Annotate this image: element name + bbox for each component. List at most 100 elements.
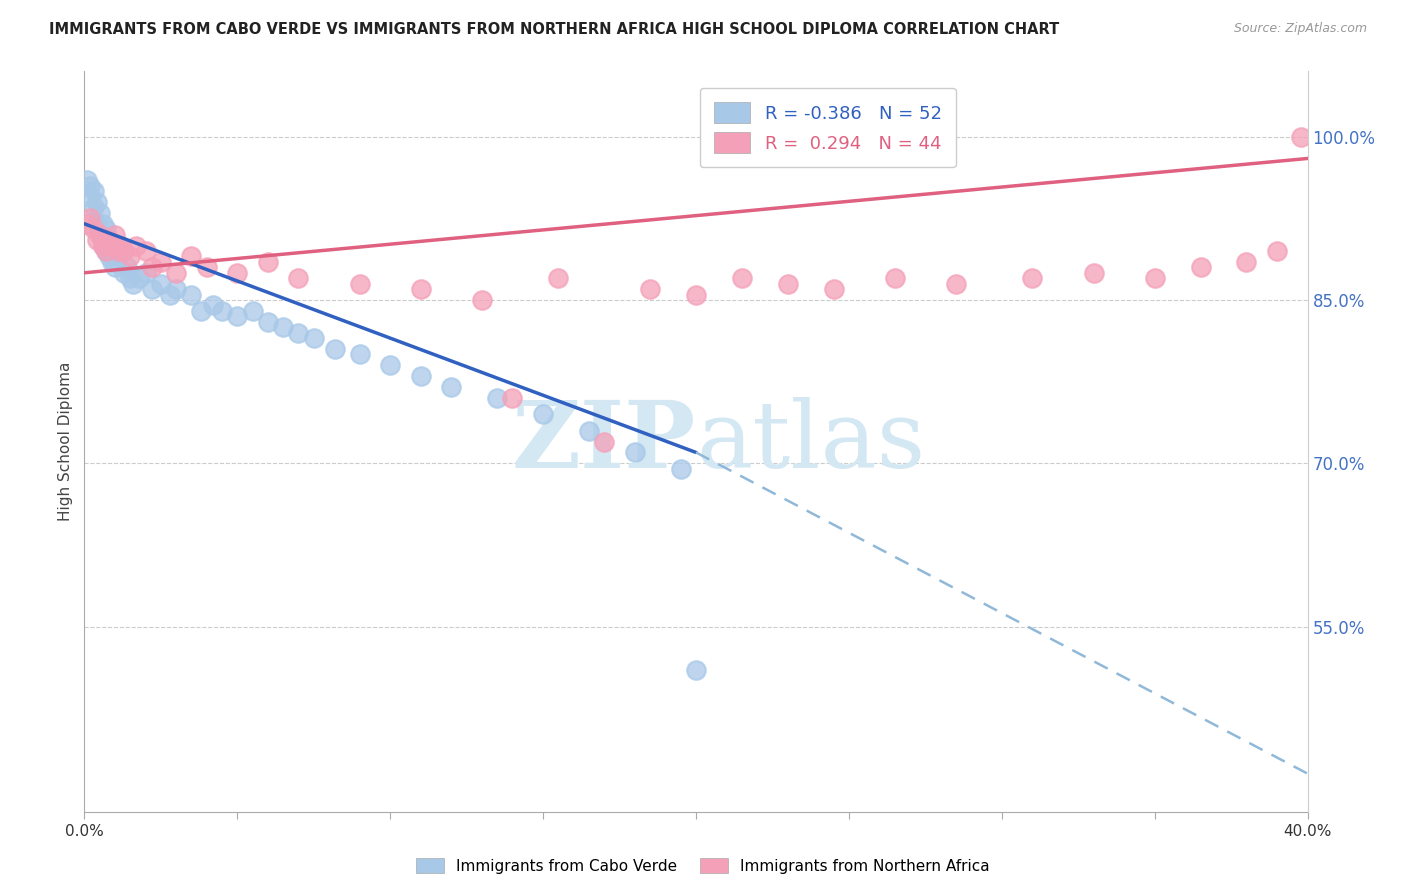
Text: atlas: atlas bbox=[696, 397, 925, 486]
Point bbox=[141, 260, 163, 275]
Point bbox=[1236, 255, 1258, 269]
Point bbox=[104, 244, 127, 258]
Text: ZIP: ZIP bbox=[512, 397, 696, 486]
Point bbox=[107, 244, 129, 258]
Point bbox=[1083, 266, 1105, 280]
Point bbox=[149, 277, 172, 291]
Point bbox=[547, 271, 569, 285]
Y-axis label: High School Diploma: High School Diploma bbox=[58, 362, 73, 521]
Point bbox=[1143, 271, 1166, 285]
Point bbox=[593, 434, 616, 449]
Point bbox=[79, 189, 101, 203]
Point bbox=[440, 380, 463, 394]
Point bbox=[883, 271, 905, 285]
Point bbox=[302, 331, 325, 345]
Point bbox=[135, 244, 157, 258]
Point bbox=[94, 222, 117, 236]
Point bbox=[101, 238, 124, 252]
Point bbox=[323, 342, 346, 356]
Point bbox=[141, 282, 163, 296]
Point bbox=[135, 266, 157, 280]
Point bbox=[104, 227, 127, 242]
Point bbox=[190, 304, 212, 318]
Point bbox=[83, 184, 105, 198]
Point bbox=[1265, 244, 1288, 258]
Point bbox=[349, 347, 371, 361]
Point bbox=[83, 201, 105, 215]
Legend: R = -0.386   N = 52, R =  0.294   N = 44: R = -0.386 N = 52, R = 0.294 N = 44 bbox=[700, 87, 956, 168]
Point bbox=[195, 260, 218, 275]
Point bbox=[94, 244, 117, 258]
Point bbox=[531, 407, 554, 421]
Point bbox=[257, 315, 280, 329]
Point bbox=[97, 250, 120, 264]
Point bbox=[669, 462, 692, 476]
Point bbox=[112, 244, 135, 258]
Point bbox=[112, 266, 135, 280]
Point bbox=[502, 391, 524, 405]
Point bbox=[409, 369, 432, 384]
Point bbox=[149, 255, 172, 269]
Point bbox=[89, 227, 111, 242]
Point bbox=[226, 310, 249, 324]
Point bbox=[638, 282, 661, 296]
Point bbox=[91, 217, 114, 231]
Point bbox=[115, 260, 138, 275]
Point bbox=[486, 391, 509, 405]
Point bbox=[257, 255, 280, 269]
Point bbox=[180, 250, 202, 264]
Point bbox=[104, 260, 127, 275]
Point bbox=[165, 282, 187, 296]
Point bbox=[83, 222, 105, 236]
Point bbox=[349, 277, 371, 291]
Point bbox=[1021, 271, 1043, 285]
Text: IMMIGRANTS FROM CABO VERDE VS IMMIGRANTS FROM NORTHERN AFRICA HIGH SCHOOL DIPLOM: IMMIGRANTS FROM CABO VERDE VS IMMIGRANTS… bbox=[49, 22, 1060, 37]
Point bbox=[1291, 129, 1313, 144]
Point bbox=[86, 233, 108, 247]
Point bbox=[101, 238, 124, 252]
Point bbox=[685, 663, 707, 677]
Point bbox=[110, 238, 132, 252]
Point bbox=[409, 282, 432, 296]
Point bbox=[86, 217, 108, 231]
Point bbox=[242, 304, 264, 318]
Point bbox=[120, 250, 142, 264]
Point bbox=[76, 217, 98, 231]
Point bbox=[226, 266, 249, 280]
Text: Source: ZipAtlas.com: Source: ZipAtlas.com bbox=[1233, 22, 1367, 36]
Point bbox=[180, 287, 202, 301]
Point bbox=[94, 244, 117, 258]
Point bbox=[823, 282, 845, 296]
Point bbox=[97, 233, 120, 247]
Point bbox=[110, 244, 132, 258]
Point bbox=[91, 238, 114, 252]
Point bbox=[945, 277, 967, 291]
Point bbox=[86, 194, 108, 209]
Point bbox=[97, 233, 120, 247]
Point bbox=[624, 445, 647, 459]
Point bbox=[776, 277, 799, 291]
Point bbox=[76, 173, 98, 187]
Point bbox=[380, 359, 402, 373]
Point bbox=[201, 298, 224, 312]
Point bbox=[125, 238, 148, 252]
Point bbox=[211, 304, 233, 318]
Point bbox=[128, 271, 150, 285]
Point bbox=[731, 271, 754, 285]
Point bbox=[287, 271, 309, 285]
Point bbox=[287, 326, 309, 340]
Point bbox=[89, 227, 111, 242]
Point bbox=[271, 320, 294, 334]
Point bbox=[578, 424, 600, 438]
Point bbox=[120, 271, 142, 285]
Point bbox=[101, 255, 124, 269]
Point bbox=[122, 277, 145, 291]
Point bbox=[165, 266, 187, 280]
Point bbox=[89, 206, 111, 220]
Legend: Immigrants from Cabo Verde, Immigrants from Northern Africa: Immigrants from Cabo Verde, Immigrants f… bbox=[411, 852, 995, 880]
Point bbox=[685, 287, 707, 301]
Point bbox=[159, 287, 181, 301]
Point bbox=[107, 250, 129, 264]
Point bbox=[1189, 260, 1212, 275]
Point bbox=[79, 211, 101, 226]
